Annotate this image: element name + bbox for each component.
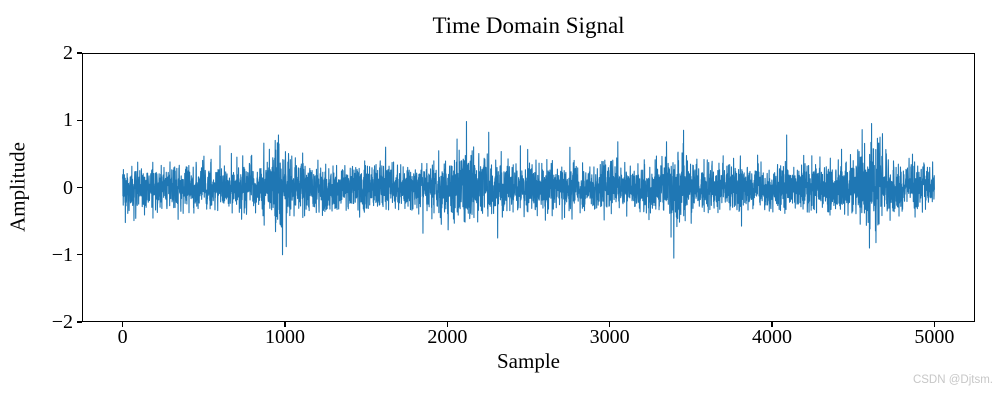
y-tick-mark (77, 254, 82, 256)
y-tick-mark (77, 186, 82, 189)
y-tick-label: 0 (63, 176, 73, 199)
x-tick-mark (933, 322, 935, 327)
x-tick-label: 4000 (752, 326, 793, 348)
x-tick-label: 2000 (427, 326, 468, 348)
y-tick-label: −2 (51, 311, 73, 333)
watermark: CSDN @Djtsm. (912, 374, 993, 386)
chart-title: Time Domain Signal (432, 13, 625, 38)
x-tick-label: 0 (117, 326, 128, 348)
x-axis-label: Sample (497, 349, 560, 373)
y-tick-mark (77, 52, 82, 54)
x-tick-mark (284, 322, 286, 327)
signal-line-canvas (83, 54, 974, 321)
y-tick-label: 2 (63, 42, 73, 64)
x-tick-label: 5000 (914, 326, 955, 348)
y-tick-label: −1 (51, 243, 73, 266)
x-tick-mark (121, 322, 124, 327)
x-tick-mark (609, 322, 611, 327)
plot-area (82, 53, 975, 322)
x-tick-label: 3000 (589, 326, 630, 348)
y-tick-label: 1 (63, 109, 73, 132)
y-tick-mark (77, 119, 82, 121)
y-tick-mark (77, 321, 82, 323)
x-tick-label: 1000 (264, 326, 305, 348)
x-tick-mark (771, 322, 773, 327)
x-tick-mark (446, 322, 448, 327)
